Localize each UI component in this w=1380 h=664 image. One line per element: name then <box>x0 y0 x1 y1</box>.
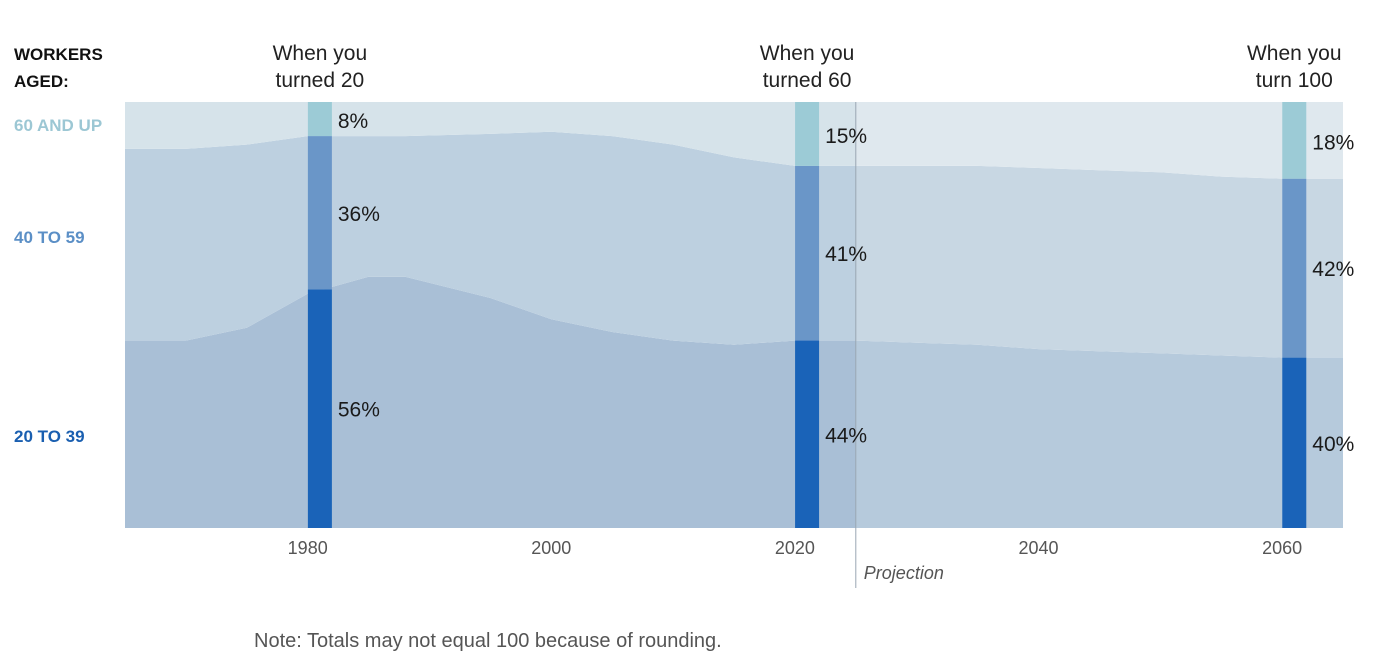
value-label: 56% <box>338 399 380 422</box>
highlight-bars <box>307 102 1307 528</box>
column-header: turned 20 <box>276 69 365 92</box>
value-label: 8% <box>338 110 368 133</box>
area-40-to-59-projection <box>855 165 1343 358</box>
column-header: When you <box>273 42 368 65</box>
bar-segment-20-to-39 <box>307 289 332 528</box>
projection-label: Projection <box>864 563 944 583</box>
legend-title: AGED: <box>14 72 69 91</box>
value-label: 15% <box>825 125 867 148</box>
area-60-and-up-historic <box>125 102 856 166</box>
area-20-to-39-projection <box>855 340 1343 528</box>
column-header: When you <box>760 42 855 65</box>
x-tick-label: 2000 <box>531 538 571 558</box>
bar-segment-40-to-59 <box>795 165 820 341</box>
bar-segment-60-and-up <box>795 102 820 166</box>
bar-segment-60-and-up <box>1282 102 1307 179</box>
legend-title: WORKERS <box>14 45 103 64</box>
column-header: turned 60 <box>763 69 852 92</box>
column-header: turn 100 <box>1256 69 1333 92</box>
series-label: 60 AND UP <box>14 116 102 135</box>
value-label: 41% <box>825 243 867 266</box>
series-label: 40 TO 59 <box>14 228 85 247</box>
x-tick-label: 2020 <box>775 538 815 558</box>
value-label: 42% <box>1312 258 1354 281</box>
bar-segment-60-and-up <box>307 102 332 137</box>
bar-segment-20-to-39 <box>795 340 820 528</box>
area-60-and-up-projection <box>855 102 1343 179</box>
bar-segment-20-to-39 <box>1282 357 1307 528</box>
column-header: When you <box>1247 42 1342 65</box>
area-20-to-39-historic <box>125 276 856 528</box>
value-label: 36% <box>338 203 380 226</box>
age-share-chart: Projection 1980 2000 2020 2040 2060 56% 36% 8% Wh… <box>14 42 1354 588</box>
x-tick-label: 2060 <box>1262 538 1302 558</box>
bar-segment-40-to-59 <box>1282 178 1307 358</box>
stacked-areas <box>125 102 1343 588</box>
value-label: 18% <box>1312 131 1354 154</box>
value-label: 44% <box>825 424 867 447</box>
series-label: 20 TO 39 <box>14 427 85 446</box>
chart-note: Note: Totals may not equal 100 because o… <box>254 630 722 652</box>
value-label: 40% <box>1312 433 1354 456</box>
area-40-to-59-historic <box>125 131 856 345</box>
x-tick-label: 2040 <box>1018 538 1058 558</box>
x-tick-label: 1980 <box>288 538 328 558</box>
bar-segment-40-to-59 <box>307 136 332 290</box>
chart-labels: Projection 1980 2000 2020 2040 2060 56% 36% 8% Wh… <box>14 42 1354 583</box>
